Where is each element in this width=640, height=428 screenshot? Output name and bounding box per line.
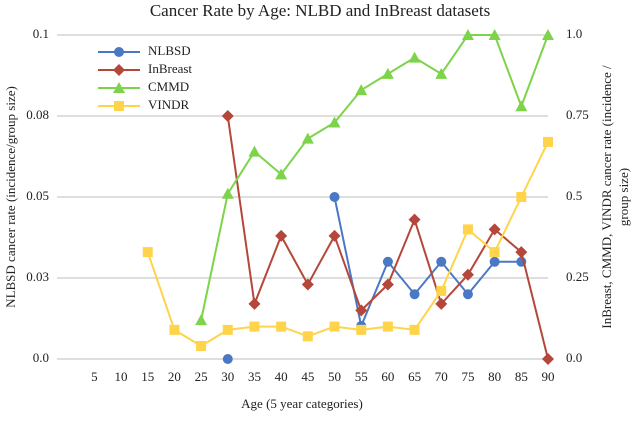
data-point	[222, 324, 233, 335]
x-tick-label: 75	[461, 369, 474, 384]
data-point	[436, 285, 447, 296]
data-point	[515, 100, 528, 112]
legend-label: CMMD	[148, 79, 189, 94]
data-point	[436, 256, 447, 267]
data-point	[356, 324, 367, 335]
data-point	[301, 278, 314, 291]
y-tick-label: 0.08	[26, 107, 49, 122]
data-point	[329, 192, 340, 202]
x-tick-label: 50	[328, 369, 341, 384]
data-point	[169, 324, 180, 335]
data-point	[221, 110, 234, 122]
data-point	[275, 168, 288, 180]
data-point	[435, 297, 448, 310]
data-point	[248, 145, 261, 157]
x-axis-label: Age (5 year categories)	[241, 396, 363, 411]
x-tick-label: 65	[408, 369, 421, 384]
y2-tick-label: 0.75	[566, 107, 589, 122]
data-point	[221, 187, 234, 199]
data-point	[515, 246, 528, 259]
data-point	[408, 51, 421, 63]
data-point	[488, 223, 501, 236]
data-point	[542, 353, 554, 365]
data-point	[543, 136, 553, 147]
y2-tick-label: 0.5	[566, 188, 582, 203]
data-point	[301, 132, 314, 144]
data-point	[328, 116, 341, 128]
x-tick-label: 20	[168, 369, 181, 384]
data-point	[516, 192, 527, 202]
x-tick-label: 45	[301, 369, 314, 384]
series-line	[333, 196, 522, 330]
y2-tick-label: 0.0	[566, 350, 582, 365]
x-tick-label: 85	[515, 369, 528, 384]
x-tick-label: 55	[355, 369, 368, 384]
y2-axis-label: InBreast, CMMD, VINDR cancer rate (incid…	[599, 65, 614, 329]
legend-marker	[113, 64, 125, 76]
data-point	[462, 289, 473, 300]
chart-title: Cancer Rate by Age: NLBD and InBreast da…	[150, 1, 490, 20]
data-point	[328, 229, 341, 242]
data-point	[408, 213, 421, 226]
y-tick-label: 0.03	[26, 269, 49, 284]
y2-tick-label: 1.0	[566, 26, 582, 41]
data-point	[222, 354, 233, 364]
data-point	[461, 268, 474, 281]
data-point	[461, 29, 474, 40]
x-tick-label: 70	[435, 369, 448, 384]
x-tick-label: 15	[141, 369, 154, 384]
data-point	[382, 256, 393, 267]
data-point	[276, 321, 287, 332]
data-point	[196, 341, 207, 352]
data-point	[462, 224, 473, 235]
data-point	[302, 331, 313, 342]
x-tick-label: 40	[275, 369, 288, 384]
data-point	[381, 278, 394, 291]
data-point	[355, 304, 368, 317]
y2-tick-label: 0.25	[566, 269, 589, 284]
y-tick-label: 0.1	[33, 26, 49, 41]
y-tick-label: 0.05	[26, 188, 49, 203]
data-point	[329, 321, 340, 332]
y-tick-label: 0.0	[33, 350, 49, 365]
data-point	[249, 321, 260, 332]
data-point	[142, 247, 153, 258]
y2-axis-label: group size)	[616, 168, 631, 226]
data-point	[542, 29, 554, 40]
legend-marker	[113, 82, 125, 93]
data-point	[355, 84, 368, 96]
data-point	[435, 67, 448, 79]
data-point	[409, 289, 420, 300]
data-point	[248, 297, 261, 310]
data-point	[381, 67, 394, 79]
data-point	[489, 247, 500, 258]
data-point	[489, 256, 500, 267]
legend-label: VINDR	[148, 97, 189, 112]
data-point	[195, 314, 208, 326]
x-tick-label: 10	[115, 369, 128, 384]
x-tick-label: 35	[248, 369, 261, 384]
data-point	[488, 29, 501, 40]
x-tick-label: 80	[488, 369, 501, 384]
x-tick-label: 5	[91, 369, 98, 384]
legend-label: NLBSD	[148, 43, 191, 58]
data-point	[409, 324, 420, 335]
x-tick-label: 30	[221, 369, 234, 384]
legend-marker	[114, 47, 124, 57]
data-point	[382, 321, 393, 332]
data-point	[275, 229, 288, 242]
x-tick-label: 90	[542, 369, 555, 384]
series-line	[146, 141, 549, 348]
legend-marker	[114, 101, 124, 111]
legend-label: InBreast	[148, 61, 192, 76]
series-line	[200, 34, 549, 321]
y-axis-label: NLBSD cancer rate (incidence/group size)	[3, 86, 18, 308]
x-tick-label: 60	[381, 369, 394, 384]
x-tick-label: 25	[195, 369, 208, 384]
